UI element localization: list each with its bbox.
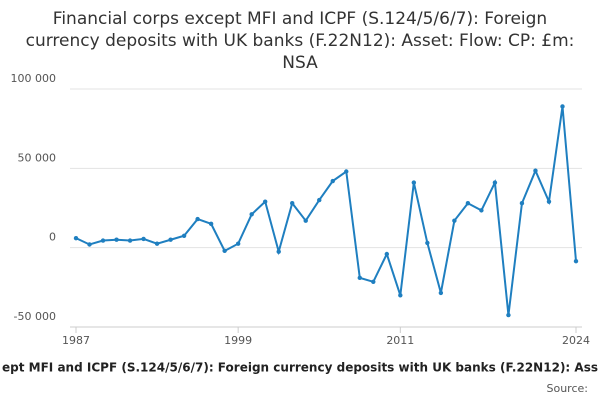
y-tick-label: 0 <box>49 231 56 244</box>
x-tick-label: 1987 <box>62 334 90 347</box>
point <box>154 241 160 246</box>
point <box>438 290 444 296</box>
point <box>141 236 146 242</box>
point <box>73 235 79 241</box>
point <box>479 208 484 213</box>
source: Source: <box>547 382 589 395</box>
point <box>249 212 254 217</box>
point <box>235 241 241 246</box>
title-box: Financial corps except MFI and ICPF (S.1… <box>25 9 575 73</box>
point <box>290 201 295 206</box>
y-tick-label: 100 000 <box>11 72 57 85</box>
point <box>317 197 322 203</box>
point <box>384 251 390 257</box>
point <box>560 104 565 109</box>
point <box>465 201 471 206</box>
series-line <box>75 106 577 316</box>
point <box>181 233 187 238</box>
point <box>573 258 579 264</box>
point <box>506 312 511 318</box>
chart-title: Financial corps except MFI and ICPF (S.1… <box>25 9 575 73</box>
point <box>208 221 214 227</box>
point <box>533 168 538 173</box>
point <box>195 216 200 222</box>
point <box>87 242 92 247</box>
y-tick-label: 50 000 <box>18 151 57 164</box>
point <box>276 249 281 254</box>
point <box>371 279 376 284</box>
point <box>168 237 173 242</box>
point <box>100 238 106 243</box>
point <box>344 169 349 174</box>
point <box>330 178 335 184</box>
x-tick-label: 1999 <box>224 334 252 347</box>
point <box>452 218 457 223</box>
point <box>398 293 403 298</box>
point <box>519 201 525 206</box>
point <box>492 180 498 185</box>
x-tick-label: 2024 <box>562 334 590 347</box>
x-axis-label: ept MFI and ICPF (S.124/5/6/7): Foreign … <box>2 361 598 375</box>
y-tick-label: -50 000 <box>14 310 56 323</box>
point <box>546 199 552 204</box>
point <box>262 199 268 204</box>
point <box>222 248 227 254</box>
point <box>411 180 417 185</box>
point <box>127 238 133 243</box>
point <box>114 237 119 242</box>
point <box>425 240 430 246</box>
point <box>357 275 362 281</box>
x-tick-label: 2011 <box>386 334 414 347</box>
point <box>303 218 308 223</box>
